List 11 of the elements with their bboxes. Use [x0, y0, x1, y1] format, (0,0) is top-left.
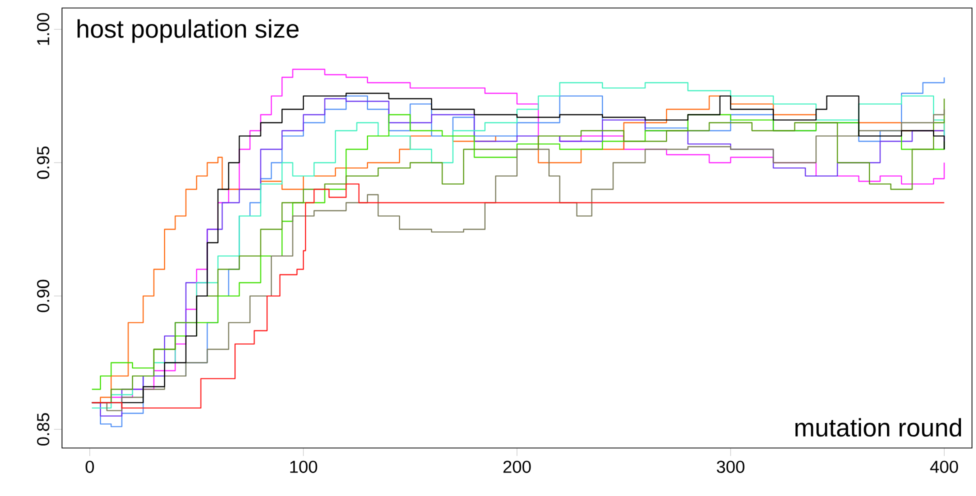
x-tick-label: 100 — [290, 460, 318, 473]
x-tick-label: 400 — [930, 460, 958, 473]
x-tick-label: 0 — [86, 460, 94, 473]
y-tick-label: 0.90 — [37, 280, 50, 312]
annotation: mutation round — [795, 418, 962, 437]
x-tick-label: 300 — [716, 460, 744, 473]
y-tick-label: 0.95 — [37, 146, 50, 179]
y-tick-label: 0.85 — [37, 413, 50, 446]
annotation: host population size — [78, 19, 299, 43]
y-tick-label: 1.00 — [37, 13, 50, 45]
x-tick-label: 200 — [503, 460, 531, 473]
